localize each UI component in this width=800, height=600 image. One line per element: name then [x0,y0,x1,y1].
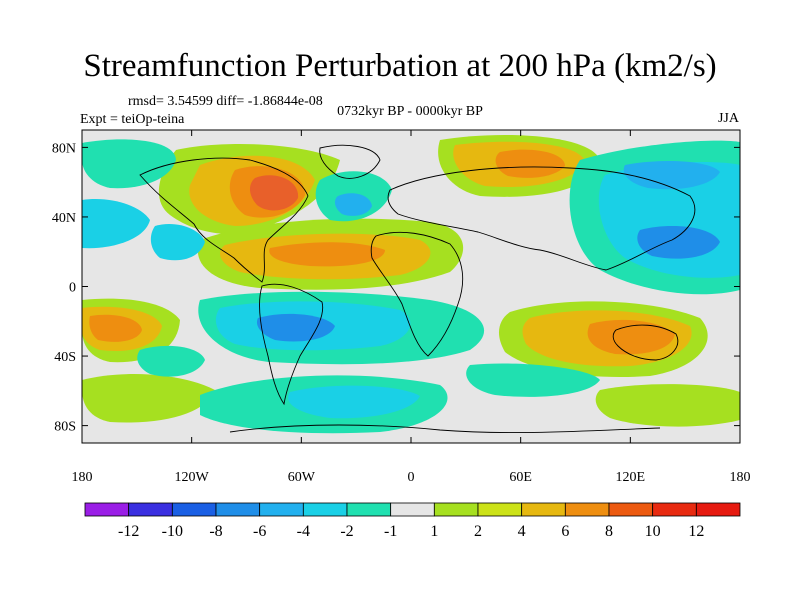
colorbar-swatch [84,502,130,517]
south-america-low [256,313,335,342]
coastline-north-america [139,157,309,283]
colorbar-label: -12 [118,523,139,540]
siberia-low [623,160,720,190]
contour-fill [150,223,205,261]
colorbar-swatch [171,502,217,517]
season-label: JJA [717,111,739,126]
contour-fill [595,384,740,427]
coastline-antarctica [229,424,661,434]
coastline-greenland [319,144,381,179]
colorbar-label: 10 [645,523,661,540]
colorbar-label: -4 [297,523,310,540]
y-tick-label: 80N [52,141,76,156]
contour-fill [82,199,150,249]
contour-fill [466,363,600,397]
contour-fill [269,242,385,267]
southern-ocean-low [288,385,420,419]
negative-anomaly-layer [82,139,740,434]
contour-fill [495,149,565,178]
x-tick-label: 120E [616,470,646,485]
y-tick-label: 0 [69,281,76,296]
colorbar-swatch [302,502,348,517]
colorbar-swatch [215,502,261,517]
colorbar-swatch [433,502,479,517]
colorbar-label: 1 [430,523,438,540]
north-atlantic-low [334,193,372,216]
north-atlantic-canada-high [249,175,299,211]
colorbar-swatch [608,502,654,517]
contour-fill [137,345,205,377]
contour-fill [82,139,176,189]
x-tick-label: 180 [730,470,751,485]
coastline-south-america [259,283,324,406]
colorbar-swatch [564,502,610,517]
colorbar-label: 2 [474,523,482,540]
colorbar-swatch [652,502,697,517]
colorbar-swatch [695,502,741,517]
colorbar-swatch [521,502,566,517]
contour-fill [89,314,142,342]
coastline-australia [612,324,679,361]
x-tick-label: 180 [72,470,93,485]
colorbar-label: 4 [518,523,526,540]
axis-ticks [81,130,741,443]
colorbar-label: -10 [162,523,183,540]
colorbar-label: -6 [253,523,266,540]
x-tick-label: 0 [408,470,415,485]
colorbar-swatch [477,502,523,517]
australia-high [587,319,675,355]
colorbar-swatch [128,502,173,517]
colorbar-swatch [346,502,392,517]
colorbar-label: -8 [209,523,222,540]
coastline-eurasia [387,166,696,271]
colorbar-label: -2 [340,523,353,540]
colorbar-swatch [390,502,435,517]
coastlines [139,144,696,434]
experiment-label: Expt = teiOp-teina [80,112,185,127]
y-tick-label: 40N [52,211,76,226]
coastline-africa [370,231,464,357]
colorbar-label: 6 [561,523,569,540]
rmsd-diff-text: rmsd= 3.54599 diff= -1.86844e-08 [128,94,323,109]
positive-anomaly-layer [82,134,740,427]
northwest-pacific-low [637,226,720,259]
x-tick-label: 120W [175,470,210,485]
colorbar-label: 8 [605,523,613,540]
x-tick-label: 60W [288,470,316,485]
y-tick-label: 40S [54,350,76,365]
axis-labels: 180 120W 60W 0 60E 120E 180 80N 40N 0 40S 80S [52,141,751,485]
period-label: 0732kyr BP - 0000kyr BP [337,104,483,119]
colorbar-swatch [259,502,304,517]
y-tick-label: 80S [54,420,76,435]
x-tick-label: 60E [509,470,532,485]
colorbar: -12 -10 -8 -6 -4 -2 -1 1 2 4 6 8 10 12 [84,502,741,540]
map-plot-area [82,130,740,443]
colorbar-label: 12 [688,523,704,540]
chart-title: Streamfunction Perturbation at 200 hPa (… [83,48,717,84]
colorbar-label: -1 [384,523,397,540]
contour-fill [82,374,215,423]
